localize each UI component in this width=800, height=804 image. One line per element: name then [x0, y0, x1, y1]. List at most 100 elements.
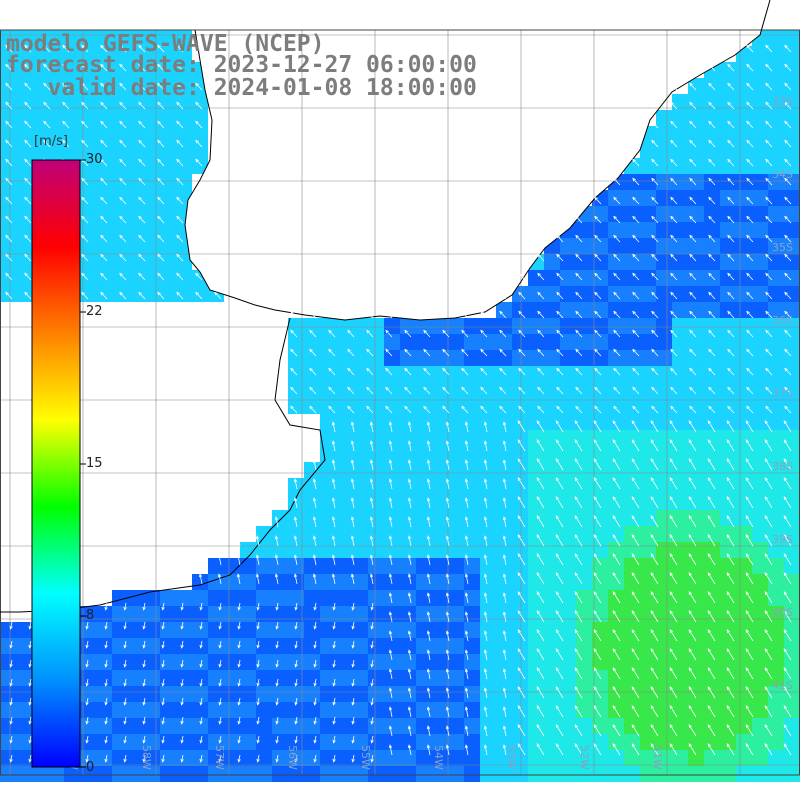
- wind-arrow: [536, 705, 545, 718]
- wind-arrow: [764, 515, 773, 528]
- wind-arrow: [784, 291, 792, 300]
- wind-arrow: [407, 744, 412, 756]
- wind-arrow: [290, 405, 298, 414]
- wind-arrow: [631, 724, 640, 737]
- wind-arrow: [499, 348, 507, 357]
- wind-arrow: [426, 687, 431, 699]
- wind-arrow: [502, 554, 507, 566]
- wind-arrow: [461, 367, 469, 376]
- wind-arrow: [138, 82, 146, 91]
- wind-arrow: [483, 706, 488, 718]
- wind-arrow: [332, 754, 336, 763]
- wind-arrow: [119, 63, 127, 72]
- wind-arrow: [650, 686, 659, 699]
- wind-arrow: [631, 553, 640, 566]
- wind-arrow: [275, 716, 279, 725]
- wind-arrow: [309, 386, 317, 395]
- wind-arrow: [180, 602, 184, 611]
- wind-arrow: [746, 120, 754, 129]
- wind-arrow: [783, 724, 792, 737]
- wind-arrow: [62, 101, 70, 110]
- wind-arrow: [727, 63, 735, 72]
- wind-arrow: [669, 743, 678, 756]
- wind-arrow: [555, 705, 564, 718]
- wind-arrow: [236, 573, 241, 585]
- wind-arrow: [293, 516, 298, 528]
- wind-arrow: [81, 234, 89, 243]
- wind-arrow: [502, 535, 507, 547]
- wind-arrow: [632, 234, 640, 243]
- wind-arrow: [138, 101, 146, 110]
- wind-arrow: [613, 386, 621, 395]
- wind-arrow: [650, 534, 659, 547]
- wind-arrow: [294, 697, 298, 706]
- wind-arrow: [293, 554, 298, 566]
- wind-arrow: [746, 215, 754, 224]
- wind-arrow: [536, 648, 545, 661]
- longitude-label: 53W: [505, 745, 518, 770]
- wind-arrow: [613, 196, 621, 205]
- wind-arrow: [388, 687, 393, 699]
- wind-arrow: [689, 120, 697, 129]
- wind-arrow: [176, 253, 184, 262]
- wind-arrow: [669, 534, 678, 547]
- wind-arrow: [309, 329, 317, 338]
- wind-arrow: [138, 120, 146, 129]
- wind-arrow: [351, 735, 355, 744]
- wind-arrow: [483, 592, 488, 604]
- wind-arrow: [745, 496, 754, 509]
- wind-arrow: [745, 686, 754, 699]
- wind-arrow: [593, 629, 602, 642]
- wind-arrow: [28, 697, 32, 706]
- wind-arrow: [290, 367, 298, 376]
- wind-arrow: [407, 421, 412, 433]
- wind-arrow: [423, 329, 431, 338]
- wind-arrow: [100, 63, 108, 72]
- wind-arrow: [483, 649, 488, 661]
- wind-arrow: [764, 553, 773, 566]
- wind-arrow: [426, 440, 431, 452]
- wind-arrow: [180, 678, 184, 687]
- wind-arrow: [765, 234, 773, 243]
- wind-arrow: [351, 659, 355, 668]
- wind-arrow: [483, 630, 488, 642]
- wind-arrow: [100, 139, 108, 148]
- wind-arrow: [81, 101, 89, 110]
- wind-arrow: [651, 234, 659, 243]
- wind-arrow: [594, 348, 602, 357]
- wind-arrow: [745, 572, 754, 585]
- wind-arrow: [746, 177, 754, 186]
- wind-arrow: [161, 697, 165, 706]
- wind-arrow: [445, 668, 450, 680]
- wind-arrow: [312, 497, 317, 509]
- wind-arrow: [464, 706, 469, 718]
- wind-arrow: [688, 420, 697, 433]
- wind-arrow: [746, 82, 754, 91]
- wind-arrow: [765, 329, 773, 338]
- wind-arrow: [575, 310, 583, 319]
- wind-arrow: [445, 611, 450, 623]
- wind-arrow: [104, 621, 108, 630]
- wind-arrow: [574, 686, 583, 699]
- wind-arrow: [612, 743, 621, 756]
- wind-arrow: [765, 120, 773, 129]
- wind-arrow: [765, 63, 773, 72]
- wind-arrow: [575, 367, 583, 376]
- wind-arrow: [746, 44, 754, 53]
- wind-arrow: [9, 678, 13, 687]
- wind-arrow: [407, 649, 412, 661]
- wind-arrow: [631, 496, 640, 509]
- wind-arrow: [294, 602, 298, 611]
- wind-arrow: [483, 478, 488, 490]
- wind-arrow: [195, 158, 203, 167]
- wind-arrow: [689, 234, 697, 243]
- wind-arrow: [764, 420, 773, 433]
- wind-arrow: [157, 291, 165, 300]
- wind-arrow: [350, 459, 355, 471]
- wind-arrow: [445, 478, 450, 490]
- colorbar-tick-label: 22: [86, 304, 103, 319]
- wind-arrow: [104, 602, 108, 611]
- wind-arrow: [138, 272, 146, 281]
- colorbar-ramp: [31, 159, 81, 768]
- wind-arrow: [593, 686, 602, 699]
